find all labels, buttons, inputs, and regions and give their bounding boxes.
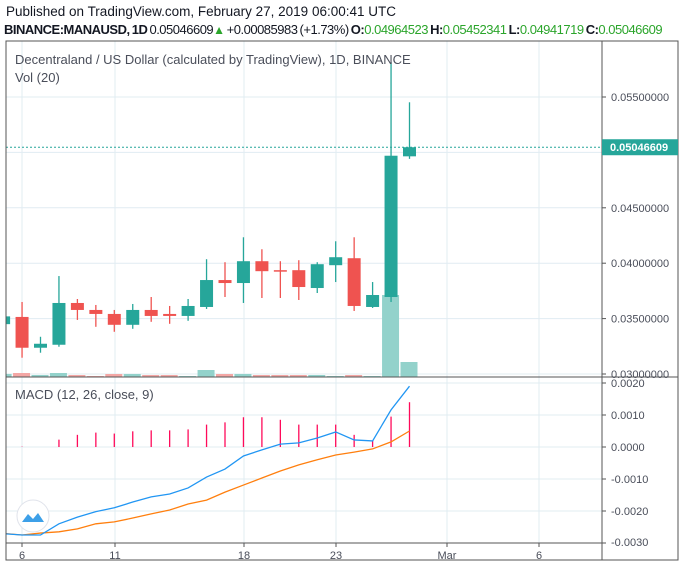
- y-tick-label: 0.05500000: [611, 92, 669, 104]
- price-badge-label: 0.05046609: [610, 142, 668, 154]
- volume-legend: Vol (20): [15, 70, 60, 85]
- candle-body: [218, 280, 232, 284]
- macd-tick-label: -0.0030: [611, 537, 648, 549]
- signal-line: [6, 430, 410, 536]
- candle-body: [236, 261, 250, 284]
- volume-bar: [105, 374, 123, 377]
- candle-body: [384, 155, 398, 297]
- volume-bar: [289, 375, 307, 377]
- volume-bar: [345, 375, 363, 377]
- published-line: Published on TradingView.com, February 2…: [6, 4, 396, 19]
- y-tick-label: 0.03000000: [611, 369, 669, 381]
- x-tick-label: 23: [330, 550, 342, 562]
- volume-bar: [142, 375, 160, 377]
- open-value: 0.04964523: [364, 22, 428, 37]
- volume-bar: [160, 375, 178, 377]
- x-tick-label: 6: [19, 550, 25, 562]
- candle-body: [292, 270, 306, 288]
- volume-bar: [216, 374, 233, 377]
- x-tick-label: 18: [238, 550, 250, 562]
- candle-body: [15, 316, 29, 348]
- candle-body: [255, 261, 269, 272]
- candle-body: [70, 302, 84, 310]
- volume-bar: [252, 375, 270, 377]
- tradingview-logo-icon: [22, 513, 44, 522]
- volume-bar: [68, 375, 86, 377]
- macd-tick-label: -0.0020: [611, 506, 648, 518]
- macd-tick-label: -0.0010: [611, 474, 648, 486]
- macd-tick-label: 0.0010: [611, 410, 645, 422]
- symbol: BINANCE:MANAUSD, 1D: [4, 22, 148, 37]
- candle-body: [347, 258, 361, 306]
- candle-body: [403, 147, 416, 157]
- candle-body: [34, 343, 47, 348]
- close-label: C:: [585, 22, 599, 37]
- candle-body: [329, 257, 343, 266]
- candle-body: [6, 316, 11, 325]
- high-label: H:: [430, 22, 443, 37]
- y-tick-label: 0.04500000: [611, 203, 669, 215]
- candle-body: [52, 302, 66, 345]
- low-value: 0.04941719: [519, 22, 584, 37]
- close-value: 0.05046609: [598, 22, 663, 37]
- candle-body: [163, 313, 177, 316]
- chart-border: [5, 40, 679, 561]
- open-label: O:: [350, 22, 365, 37]
- candle-body: [126, 309, 140, 325]
- volume-bar: [234, 374, 252, 377]
- high-value: 0.05452341: [442, 22, 507, 37]
- up-arrow-icon: ▲: [213, 23, 225, 37]
- x-tick-label: 6: [536, 550, 542, 562]
- volume-bar: [31, 375, 49, 377]
- candle-body: [107, 313, 121, 325]
- volume-bar: [197, 370, 215, 377]
- y-tick-label: 0.03500000: [611, 314, 669, 326]
- change: +0.00085983 (+1.73%): [226, 22, 350, 37]
- candle-body: [144, 309, 158, 316]
- candle-body: [181, 305, 195, 316]
- candle-body: [89, 309, 103, 314]
- macd-line: [6, 385, 411, 536]
- tradingview-logo: [16, 499, 50, 533]
- price-badge: [602, 139, 678, 156]
- macd-tick-label: 0.0000: [611, 442, 645, 454]
- volume-bar: [382, 295, 400, 377]
- volume-bar: [123, 374, 141, 377]
- volume-bar: [271, 375, 289, 377]
- price-pane: [6, 62, 418, 377]
- macd-tick-label: 0.0020: [611, 378, 645, 390]
- volume-bar: [6, 374, 12, 377]
- volume-bar: [400, 362, 418, 377]
- volume-bar: [49, 373, 67, 377]
- volume-bar: [13, 373, 31, 377]
- y-tick-label: 0.04000000: [611, 258, 669, 270]
- candle-body: [200, 280, 214, 307]
- macd-pane: [6, 385, 411, 536]
- candle-body: [273, 270, 287, 272]
- candle-body: [366, 294, 380, 307]
- x-tick-label: 11: [109, 550, 120, 562]
- macd-legend: MACD (12, 26, close, 9): [15, 387, 154, 402]
- symbol-info: BINANCE:MANAUSD, 1D 0.05046609▲ +0.00085…: [4, 22, 663, 37]
- last-price: 0.05046609: [149, 22, 214, 37]
- volume-bar: [308, 375, 326, 377]
- x-tick-label: Mar: [438, 550, 457, 562]
- chart-legend-title: Decentraland / US Dollar (calculated by …: [15, 52, 411, 67]
- candle-body: [310, 264, 324, 289]
- low-label: L:: [508, 22, 521, 37]
